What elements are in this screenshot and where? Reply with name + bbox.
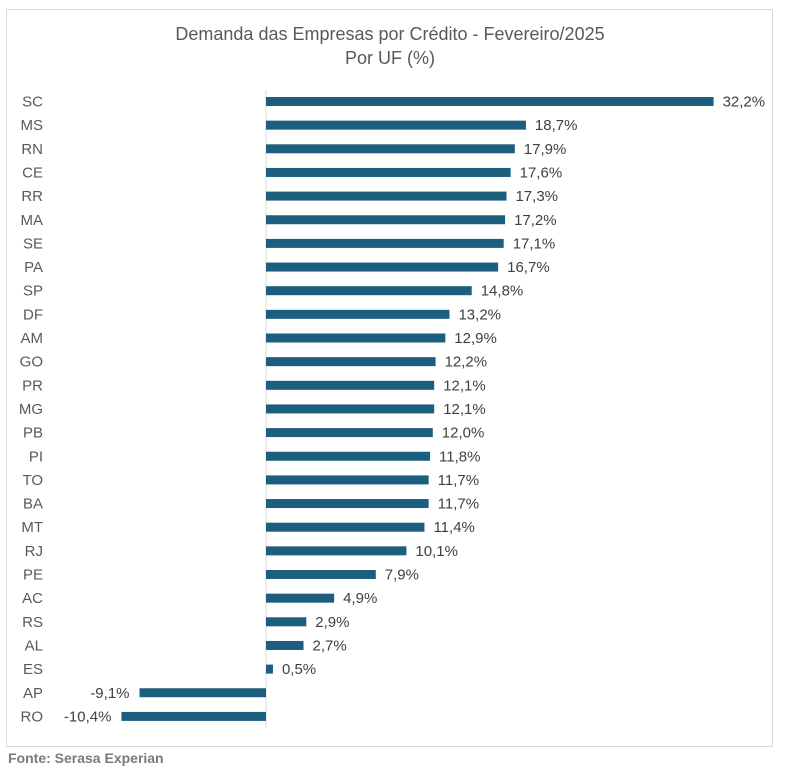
- category-label: PA: [24, 259, 43, 276]
- value-label: 11,8%: [439, 448, 480, 465]
- value-label: 14,8%: [481, 283, 524, 300]
- category-label: RS: [22, 614, 43, 631]
- value-label: 11,4%: [433, 519, 474, 536]
- category-label: DF: [23, 306, 43, 323]
- category-label: SP: [23, 283, 43, 300]
- bar: [266, 404, 435, 414]
- value-label: 2,9%: [315, 614, 349, 631]
- value-label: 13,2%: [458, 306, 501, 323]
- category-label: RN: [21, 141, 43, 158]
- bar: [266, 570, 376, 579]
- value-label: 2,7%: [313, 637, 347, 654]
- value-label: 7,9%: [385, 567, 419, 584]
- bar: [266, 380, 435, 390]
- category-label: PR: [22, 377, 43, 394]
- category-label: MT: [21, 519, 43, 536]
- value-label: 4,9%: [343, 590, 377, 607]
- value-label: 12,9%: [454, 330, 497, 347]
- bar: [266, 546, 407, 556]
- category-label: MS: [21, 117, 44, 134]
- value-label: 17,6%: [520, 164, 563, 181]
- value-label: 17,3%: [515, 188, 558, 205]
- bar: [266, 262, 499, 272]
- bar: [266, 617, 307, 627]
- value-label: 17,1%: [513, 235, 556, 252]
- bar: [266, 167, 511, 177]
- category-label: AP: [23, 685, 43, 702]
- bar: [266, 475, 429, 485]
- bar: [266, 238, 504, 248]
- bar: [266, 499, 429, 509]
- bar: [266, 664, 273, 674]
- bar: [266, 120, 526, 130]
- bar: [266, 357, 436, 367]
- chart-subtitle: Por UF (%): [345, 48, 435, 68]
- value-label: 10,1%: [415, 543, 458, 560]
- value-label: 17,2%: [514, 212, 557, 229]
- bar: [139, 688, 266, 698]
- category-label: MA: [21, 212, 44, 229]
- value-label: -9,1%: [90, 685, 129, 702]
- category-label: SE: [23, 235, 43, 252]
- category-label: GO: [20, 354, 43, 371]
- value-label: 12,1%: [443, 377, 486, 394]
- bar: [266, 144, 515, 154]
- category-label: ES: [23, 661, 43, 678]
- value-label: 11,7%: [438, 496, 479, 513]
- source-note: Fonte: Serasa Experian: [8, 750, 164, 766]
- category-label: BA: [23, 496, 43, 513]
- bar: [266, 593, 335, 603]
- bar-chart: Demanda das Empresas por Crédito - Fever…: [19, 24, 765, 728]
- bar: [266, 522, 425, 532]
- bar: [266, 286, 472, 296]
- category-label: PI: [29, 448, 43, 465]
- value-label: 16,7%: [507, 259, 550, 276]
- category-label: TO: [22, 472, 43, 489]
- chart-frame: [6, 9, 773, 747]
- category-label: RJ: [25, 543, 43, 560]
- category-label: SC: [22, 94, 43, 111]
- category-label: PB: [23, 425, 43, 442]
- value-label: 12,2%: [445, 354, 488, 371]
- value-label: 0,5%: [282, 661, 316, 678]
- bar: [266, 451, 431, 461]
- bar: [266, 333, 446, 343]
- category-label: CE: [22, 164, 43, 181]
- value-label: 12,0%: [442, 425, 485, 442]
- value-label: 11,7%: [438, 472, 479, 489]
- category-label: AL: [25, 637, 43, 654]
- category-label: RR: [21, 188, 43, 205]
- category-label: MG: [19, 401, 43, 418]
- bar: [266, 97, 714, 106]
- value-label: 32,2%: [723, 94, 766, 111]
- chart-title: Demanda das Empresas por Crédito - Fever…: [175, 24, 604, 44]
- bar: [266, 191, 507, 201]
- bar: [266, 215, 506, 225]
- category-label: AM: [21, 330, 44, 347]
- value-label: 12,1%: [443, 401, 486, 418]
- bar: [266, 640, 304, 650]
- value-label: 18,7%: [535, 117, 578, 134]
- bar: [121, 711, 266, 721]
- category-label: RO: [21, 708, 44, 725]
- value-label: -10,4%: [64, 708, 112, 725]
- bar: [266, 428, 433, 438]
- value-label: 17,9%: [524, 141, 567, 158]
- bar: [266, 309, 450, 319]
- plot-area: SC 32,2% MS 18,7% RN 17,9% CE 17,6% RR 17,3% MA 17,…: [19, 90, 765, 728]
- category-label: AC: [22, 590, 43, 607]
- category-label: PE: [23, 567, 43, 584]
